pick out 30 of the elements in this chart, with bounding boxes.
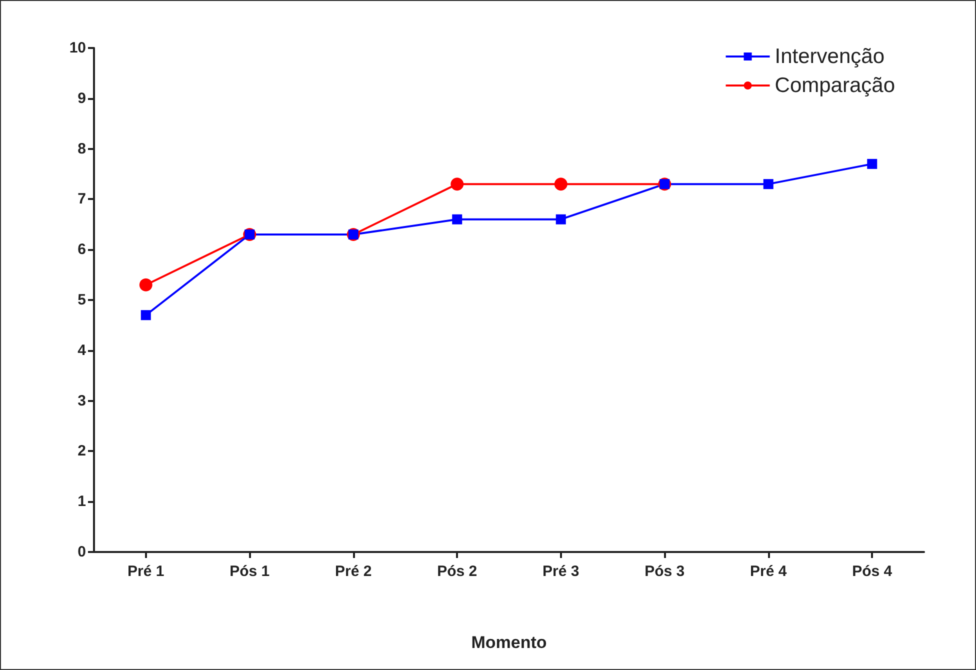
y-tick-label: 3: [78, 392, 86, 410]
point: [452, 214, 462, 224]
x-tick-label: Pré 3: [542, 563, 580, 580]
x-tick-label: Pré 1: [128, 563, 164, 580]
point: [139, 278, 152, 292]
y-tick-label: 6: [78, 241, 86, 258]
y-tick-label: 10: [69, 40, 86, 56]
legend-label: Comparação: [774, 74, 896, 97]
x-tick-label: Pós 2: [437, 563, 478, 580]
x-axis-title: Momento: [471, 633, 547, 652]
x-tick-label: Pós 4: [852, 563, 893, 580]
y-tick-label: 1: [78, 493, 86, 510]
y-tick-label: 4: [78, 342, 87, 359]
point: [763, 179, 774, 190]
point: [450, 178, 464, 191]
y-tick-label: 9: [78, 90, 86, 107]
point: [556, 214, 566, 224]
x-tick-label: Pós 1: [230, 563, 270, 580]
point: [554, 178, 568, 191]
y-tick-label: 5: [78, 292, 86, 308]
x-tick-label: Pós 3: [644, 563, 685, 580]
point: [867, 158, 878, 169]
legend-label: Intervenção: [774, 45, 885, 68]
y-tick-label: 8: [78, 140, 86, 158]
x-tick-label: Pré 2: [335, 563, 372, 580]
y-tick-label: 2: [78, 442, 86, 460]
x-tick-label: Pré 4: [750, 563, 788, 580]
y-tick-label: 0: [78, 544, 86, 560]
y-tick-label: 7: [78, 190, 86, 208]
point: [140, 310, 151, 320]
